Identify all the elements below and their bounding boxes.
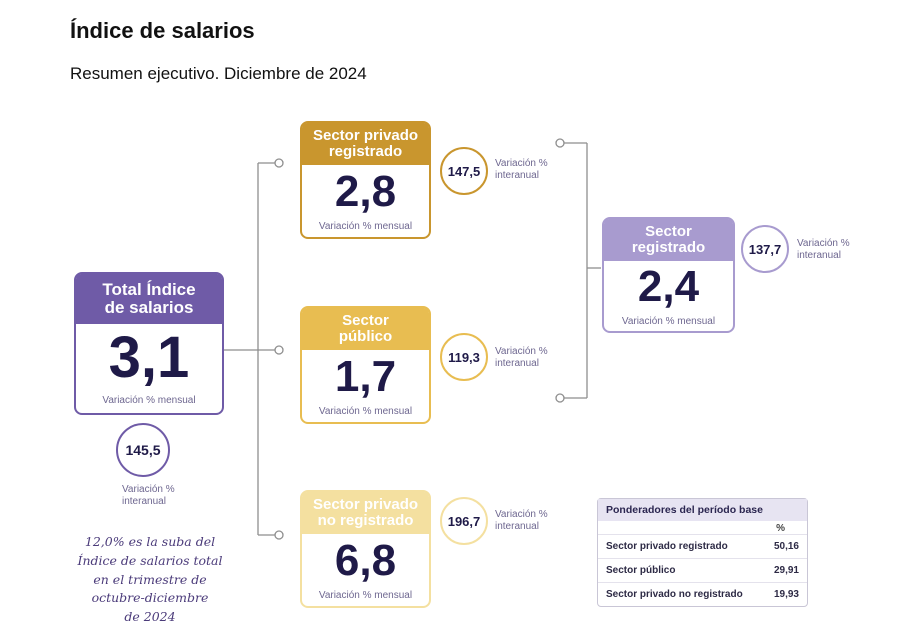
privado-interanual-circle: 147,5 (440, 147, 488, 195)
registrado-interanual-label-1: Variación % (797, 238, 850, 249)
note-line-1: 12,0% es la suba del (84, 534, 216, 549)
publico-interanual-label-2: interanual (495, 357, 539, 369)
registrado-card: Sector registrado 2,4 Variación % mensua… (602, 217, 735, 333)
total-interanual-label: Variación % interanual (122, 484, 175, 507)
publico-head-line1: Sector (342, 312, 389, 330)
row-label: Sector público (606, 565, 676, 576)
ponderadores-col-header: % (776, 523, 785, 534)
publico-interanual-label: Variación % interanual (495, 346, 548, 369)
ponderadores-title: Ponderadores del período base (598, 499, 807, 521)
no-registrado-interanual-label: Variación % interanual (495, 509, 548, 532)
row-value: 29,91 (773, 565, 799, 576)
registrado-card-header: Sector registrado (604, 219, 733, 261)
total-interanual-label-2: interanual (122, 495, 166, 507)
publico-card: Sector público 1,7 Variación % mensual (300, 306, 431, 424)
total-card-header: Total Índice de salarios (76, 274, 222, 324)
total-value: 3,1 (108, 325, 190, 390)
privado-foot: Variación % mensual (318, 221, 413, 232)
publico-value: 1,7 (334, 352, 397, 401)
registrado-foot: Variación % mensual (621, 316, 716, 327)
publico-card-header: Sector público (302, 308, 429, 350)
registrado-value: 2,4 (637, 262, 700, 311)
no-registrado-head-line1: Sector privado (312, 496, 419, 514)
privado-card: Sector privado registrado 2,8 Variación … (300, 121, 431, 239)
registrado-head-line2: registrado (631, 239, 706, 256)
privado-head-line1: Sector privado (312, 127, 419, 145)
total-head-line2: de salarios (104, 298, 194, 317)
quarterly-note: 12,0% es la suba del Índice de salarios … (72, 533, 228, 627)
total-head-line1: Total Índice (102, 280, 196, 300)
no-registrado-interanual-circle: 196,7 (440, 497, 488, 545)
row-label: Sector privado no registrado (606, 589, 743, 600)
page-subtitle: Resumen ejecutivo. Diciembre de 2024 (70, 64, 367, 83)
no-registrado-head-line2: no registrado (317, 512, 414, 529)
registrado-interanual-circle: 137,7 (741, 225, 789, 273)
publico-interanual-label-1: Variación % (495, 346, 548, 357)
privado-head-line2: registrado (328, 143, 403, 160)
note-line-4: octubre-diciembre (91, 590, 209, 606)
registrado-interanual-label: Variación % interanual (797, 238, 850, 261)
table-row: Sector público 29,91 (598, 558, 807, 582)
privado-interanual-label-2: interanual (495, 169, 539, 181)
privado-interanual-label: Variación % interanual (495, 158, 548, 181)
privado-interanual-label-1: Variación % (495, 158, 548, 169)
no-registrado-interanual-label-2: interanual (495, 520, 539, 532)
row-value: 50,16 (773, 541, 799, 552)
total-card: Total Índice de salarios 3,1 Variación %… (74, 272, 224, 415)
registrado-head-line1: Sector (645, 223, 692, 241)
note-line-5: de 2024 (124, 609, 176, 624)
note-line-3: en el trimestre de (93, 571, 207, 587)
total-interanual-circle: 145,5 (116, 423, 170, 477)
ponderadores-table: Ponderadores del período base % Sector p… (597, 498, 808, 607)
no-registrado-foot: Variación % mensual (318, 590, 413, 601)
no-registrado-card-header: Sector privado no registrado (302, 492, 429, 534)
publico-head-line2: público (338, 328, 393, 345)
no-registrado-value: 6,8 (334, 536, 397, 585)
no-registrado-interanual-label-1: Variación % (495, 509, 548, 520)
table-row: Sector privado no registrado 19,93 (598, 582, 807, 606)
note-line-2: Índice de salarios total (77, 552, 223, 568)
publico-interanual-circle: 119,3 (440, 333, 488, 381)
row-label: Sector privado registrado (606, 541, 728, 552)
privado-card-header: Sector privado registrado (302, 123, 429, 165)
table-row: Sector privado registrado 50,16 (598, 534, 807, 558)
publico-foot: Variación % mensual (318, 406, 413, 417)
registrado-interanual-label-2: interanual (797, 249, 841, 261)
page-title: Índice de salarios (70, 18, 255, 43)
no-registrado-card: Sector privado no registrado 6,8 Variaci… (300, 490, 431, 608)
total-foot: Variación % mensual (102, 395, 196, 406)
row-value: 19,93 (773, 589, 799, 600)
privado-value: 2,8 (334, 167, 397, 216)
total-interanual-label-1: Variación % (122, 484, 175, 495)
